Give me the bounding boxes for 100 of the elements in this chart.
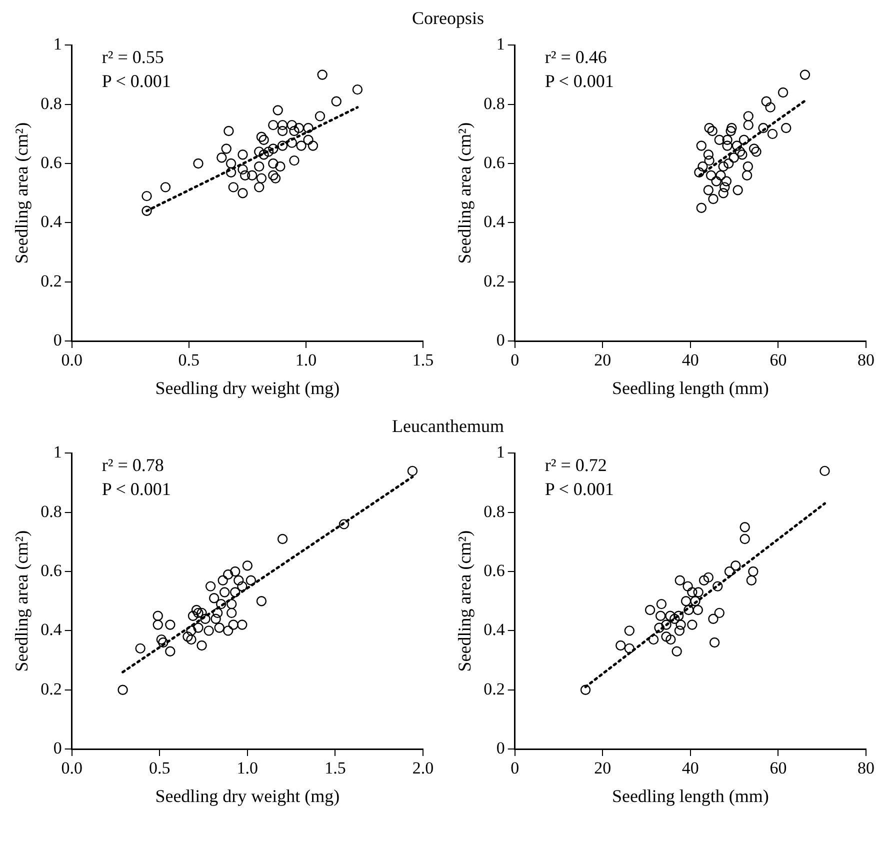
point — [254, 146, 264, 157]
point — [746, 575, 757, 586]
point — [712, 581, 723, 592]
x-tick-label: 0.5 — [149, 758, 170, 778]
point — [730, 560, 741, 571]
point — [616, 640, 626, 651]
point — [277, 534, 288, 544]
annotation: r² = 0.72 — [544, 454, 607, 475]
point — [142, 190, 152, 202]
y-tick-label: 0.2 — [40, 679, 62, 698]
point — [268, 120, 278, 130]
point — [286, 138, 298, 148]
point — [142, 206, 152, 216]
y-tick-label: 0.4 — [484, 620, 506, 640]
point — [226, 598, 237, 610]
x-tick-label: 20 — [594, 350, 612, 370]
point — [644, 604, 656, 616]
y-tick-label: 0.4 — [484, 212, 506, 232]
point — [182, 631, 193, 642]
point — [726, 126, 736, 136]
point — [256, 596, 267, 606]
point — [317, 70, 328, 80]
point — [216, 598, 226, 610]
x-tick-label: 1.5 — [324, 758, 346, 778]
point — [294, 122, 304, 134]
point — [706, 170, 716, 180]
point — [193, 608, 204, 618]
point — [718, 188, 728, 198]
point — [258, 150, 269, 160]
point — [208, 593, 220, 604]
point — [661, 631, 672, 642]
y-tick-label: 0.8 — [484, 94, 505, 113]
annotation: r² = 0.55 — [102, 46, 164, 67]
point — [286, 120, 298, 130]
x-tick-label: 0.5 — [178, 350, 200, 370]
point — [224, 126, 234, 136]
point — [230, 566, 240, 577]
y-axis-title: Seedling area (cm²) — [12, 122, 32, 264]
point — [188, 610, 198, 621]
point — [216, 152, 227, 163]
point — [674, 575, 685, 586]
point — [205, 581, 216, 592]
point — [698, 161, 708, 172]
point — [670, 614, 680, 624]
annotation: P < 0.001 — [102, 70, 171, 91]
point — [703, 185, 714, 196]
annotation: P < 0.001 — [544, 478, 614, 499]
point — [214, 622, 224, 633]
point — [748, 144, 760, 154]
point — [247, 170, 258, 180]
y-tick-label: 1 — [53, 34, 62, 54]
point — [226, 608, 237, 618]
point — [268, 158, 278, 169]
point — [277, 120, 288, 130]
point — [223, 626, 234, 636]
y-tick-label: 0.8 — [484, 502, 505, 521]
y-tick-label: 0.6 — [40, 560, 62, 580]
point — [191, 604, 202, 616]
x-tick-label: 80 — [858, 758, 874, 778]
y-tick-label: 0.4 — [40, 212, 62, 232]
point — [160, 182, 171, 192]
point — [665, 610, 676, 621]
x-tick-label: 1.5 — [412, 350, 434, 370]
x-axis-title: Seedling length (mm) — [612, 378, 769, 398]
point — [721, 176, 732, 186]
point — [240, 170, 250, 180]
point — [682, 581, 693, 592]
point — [226, 167, 236, 178]
annotation: r² = 0.46 — [544, 46, 607, 67]
y-tick-label: 0 — [496, 330, 505, 350]
point — [714, 608, 724, 618]
y-tick-label: 0 — [496, 738, 505, 758]
point — [765, 102, 776, 112]
point — [228, 182, 238, 192]
point — [654, 622, 664, 633]
y-tick-label: 0.4 — [40, 620, 62, 640]
point — [692, 604, 703, 616]
y-tick-label: 0.6 — [484, 560, 505, 580]
point — [714, 134, 724, 145]
point — [742, 161, 754, 172]
point — [308, 140, 318, 151]
x-tick-label: 20 — [594, 758, 612, 778]
point — [237, 620, 248, 630]
y-axis-title: Seedling area (cm²) — [12, 530, 32, 672]
point — [704, 155, 714, 166]
point — [624, 643, 635, 654]
point — [272, 105, 283, 116]
point — [693, 587, 704, 598]
point — [230, 587, 240, 598]
point — [672, 646, 682, 656]
point — [767, 128, 778, 140]
point — [734, 146, 746, 157]
point — [218, 575, 228, 586]
point — [193, 622, 204, 633]
point — [707, 126, 718, 136]
x-tick-label: 60 — [770, 758, 787, 778]
point — [726, 122, 737, 134]
point — [738, 134, 750, 145]
point — [186, 634, 196, 645]
point — [228, 620, 238, 630]
